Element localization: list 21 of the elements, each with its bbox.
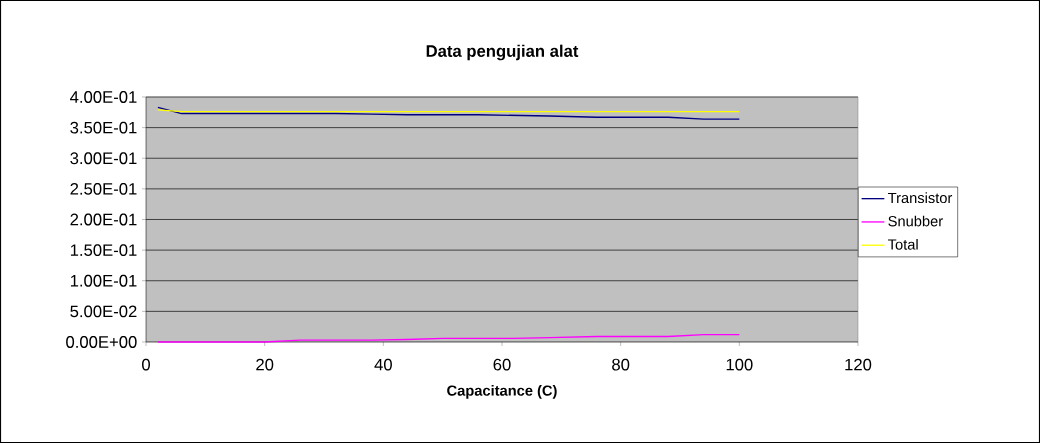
legend-label: Snubber: [888, 215, 943, 227]
x-tick-label: 0: [142, 358, 150, 371]
legend-label: Transistor: [888, 192, 953, 204]
x-tick-label: 100: [726, 358, 753, 371]
x-tick-label: 40: [374, 358, 392, 371]
y-tick-label: 0.00E+00: [66, 336, 137, 348]
x-axis-title: Capacitance (C): [447, 384, 557, 399]
y-tick-label: 2.50E-01: [70, 182, 137, 195]
y-tick-label: 2.00E-01: [70, 213, 137, 226]
y-tick-label: 5.00E-02: [70, 305, 137, 318]
y-tick-label: 1.50E-01: [70, 244, 137, 257]
y-tick-label: 1.00E-01: [70, 274, 137, 287]
x-tick-label: 80: [612, 358, 630, 371]
y-tick-label: 3.50E-01: [70, 121, 137, 134]
y-tick-label: 4.00E-01: [70, 91, 137, 103]
y-tick-label: 3.00E-01: [70, 152, 137, 165]
chart-title: Data pengujian alat: [426, 44, 579, 61]
x-tick-label: 20: [256, 358, 274, 371]
legend-label: Total: [888, 238, 918, 250]
x-tick-label: 60: [493, 358, 511, 371]
x-tick-label: 120: [845, 358, 872, 371]
